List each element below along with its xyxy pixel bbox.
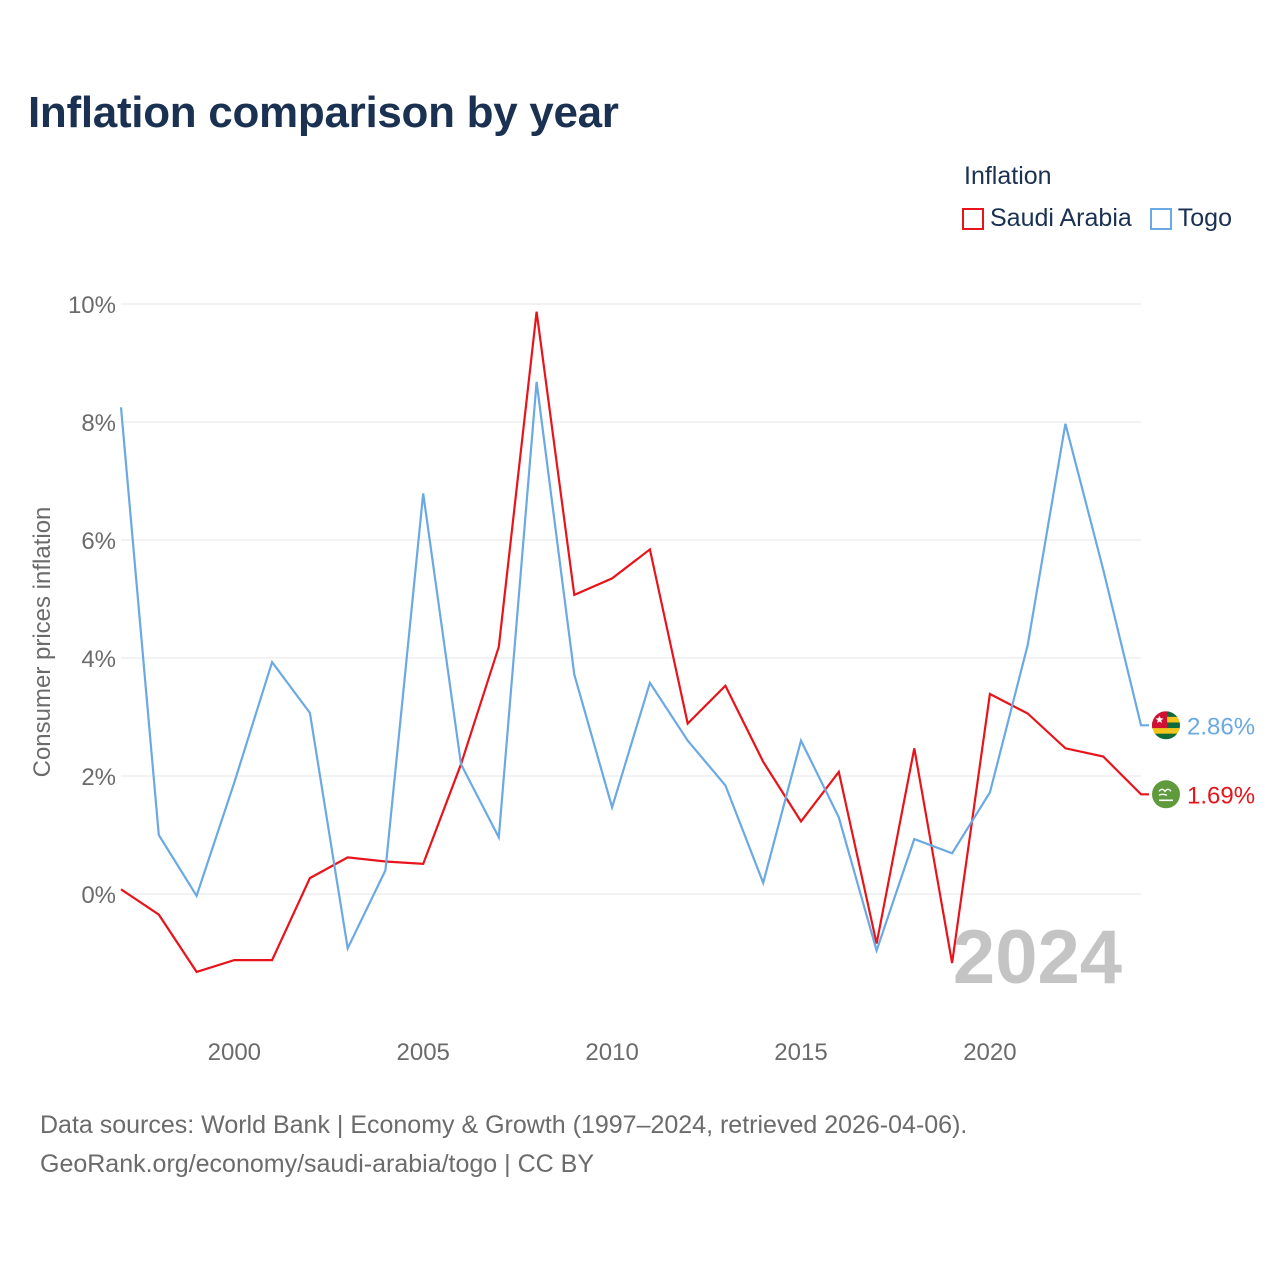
y-axis-ticks: 0% 2% 4% 6% 8% 10%: [68, 292, 116, 909]
series-end-markers: 1.69% 2.86%: [1152, 711, 1255, 809]
togo-flag-icon: [1152, 711, 1180, 740]
legend-swatch-togo: [1149, 207, 1172, 230]
legend-item-saudi-arabia[interactable]: Saudi Arabia: [962, 204, 1132, 233]
y-tick-label: 4%: [81, 646, 116, 673]
x-axis-ticks: 2000 2005 2010 2015 2020: [208, 1039, 1017, 1066]
legend-label-togo: Togo: [1177, 204, 1232, 232]
series-line-togo[interactable]: [119, 381, 1149, 955]
y-tick-label: 10%: [68, 292, 116, 319]
legend-title: Inflation: [964, 162, 1052, 190]
y-tick-label: 0%: [81, 882, 116, 909]
attribution-link[interactable]: GeoRank.org/economy/saudi-arabia/togo | …: [40, 1150, 595, 1178]
saudi-arabia-flag-icon: [1152, 780, 1180, 809]
x-tick-label: 2010: [585, 1039, 638, 1066]
inflation-line-chart: 0% 2% 4% 6% 8% 10% 2000 2005 2010 2015 2020 Consu…: [29, 292, 1255, 1066]
page-title: Inflation comparison by year: [28, 88, 619, 137]
legend-label-saudi-arabia: Saudi Arabia: [990, 204, 1132, 232]
end-label-togo: 2.86%: [1187, 713, 1255, 740]
y-tick-label: 6%: [81, 528, 116, 555]
series-lines: [119, 311, 1149, 974]
year-overlay: 2024: [953, 915, 1122, 1000]
y-tick-label: 8%: [81, 410, 116, 437]
x-tick-label: 2015: [774, 1039, 827, 1066]
x-tick-label: 2005: [397, 1039, 450, 1066]
series-line-saudi-arabia[interactable]: [120, 311, 1149, 974]
legend-item-togo[interactable]: Togo: [1149, 204, 1232, 233]
grid-lines: [121, 303, 1141, 895]
footer: Data sources: World Bank | Economy & Gro…: [40, 1106, 967, 1184]
x-tick-label: 2020: [963, 1039, 1016, 1066]
end-label-saudi-arabia: 1.69%: [1187, 782, 1255, 809]
y-axis-label: Consumer prices inflation: [29, 507, 56, 778]
y-tick-label: 2%: [81, 764, 116, 791]
legend-swatch-saudi-arabia: [962, 207, 984, 230]
source-note: Data sources: World Bank | Economy & Gro…: [40, 1111, 968, 1139]
x-tick-label: 2000: [208, 1039, 261, 1066]
legend: Saudi Arabia Togo: [962, 204, 1250, 233]
